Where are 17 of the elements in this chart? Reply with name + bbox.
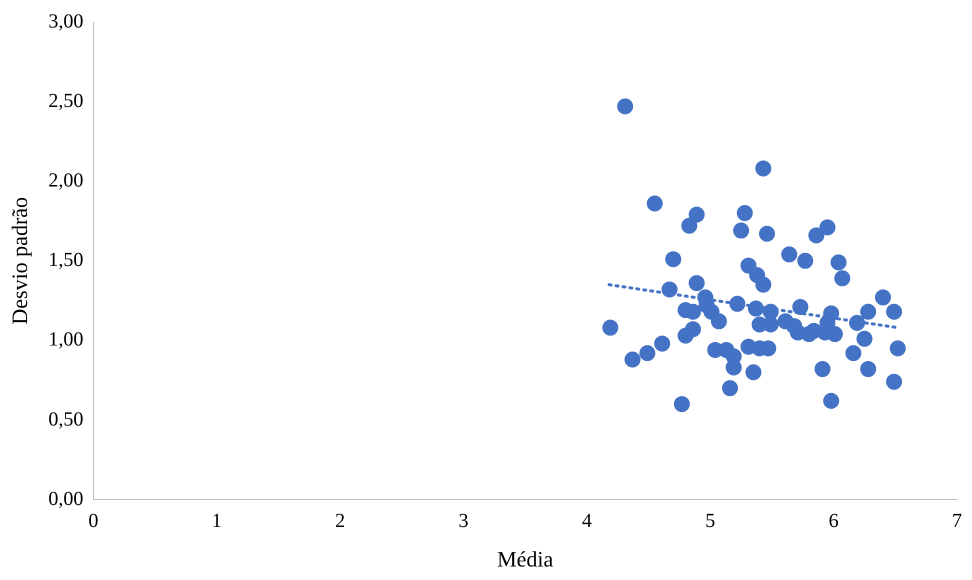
- y-axis-title: Desvio padrão: [6, 196, 32, 325]
- x-tick-label: 5: [705, 510, 716, 532]
- x-tick-label: 1: [212, 510, 222, 532]
- x-tick-label: 2: [335, 510, 346, 532]
- x-tick-label: 3: [458, 510, 469, 532]
- x-tick-label: 7: [952, 510, 962, 532]
- x-tick-label: 0: [88, 510, 98, 532]
- y-tick-label: 0,50: [48, 408, 84, 430]
- y-tick-label: 0,00: [48, 488, 84, 510]
- y-tick-label: 1,50: [48, 249, 84, 272]
- x-axis-title: Média: [497, 546, 554, 572]
- y-tick-label: 2,50: [48, 90, 84, 112]
- y-tick-label: 1,00: [48, 328, 84, 351]
- y-tick-label: 2,00: [48, 169, 84, 192]
- x-tick-label: 4: [582, 510, 592, 532]
- x-tick-label: 6: [828, 510, 839, 532]
- y-tick-label: 3,00: [48, 10, 84, 32]
